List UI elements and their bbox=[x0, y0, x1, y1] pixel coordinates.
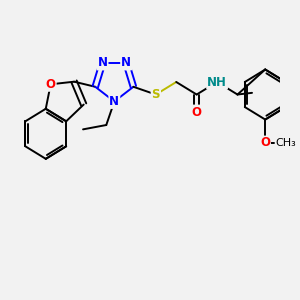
Text: N: N bbox=[109, 95, 119, 108]
Text: S: S bbox=[152, 88, 160, 101]
Text: O: O bbox=[192, 106, 202, 118]
Text: NH: NH bbox=[207, 76, 227, 88]
Text: N: N bbox=[98, 56, 107, 70]
Text: O: O bbox=[260, 136, 270, 149]
Text: O: O bbox=[46, 78, 56, 91]
Text: N: N bbox=[121, 56, 131, 70]
Text: CH₃: CH₃ bbox=[276, 138, 296, 148]
